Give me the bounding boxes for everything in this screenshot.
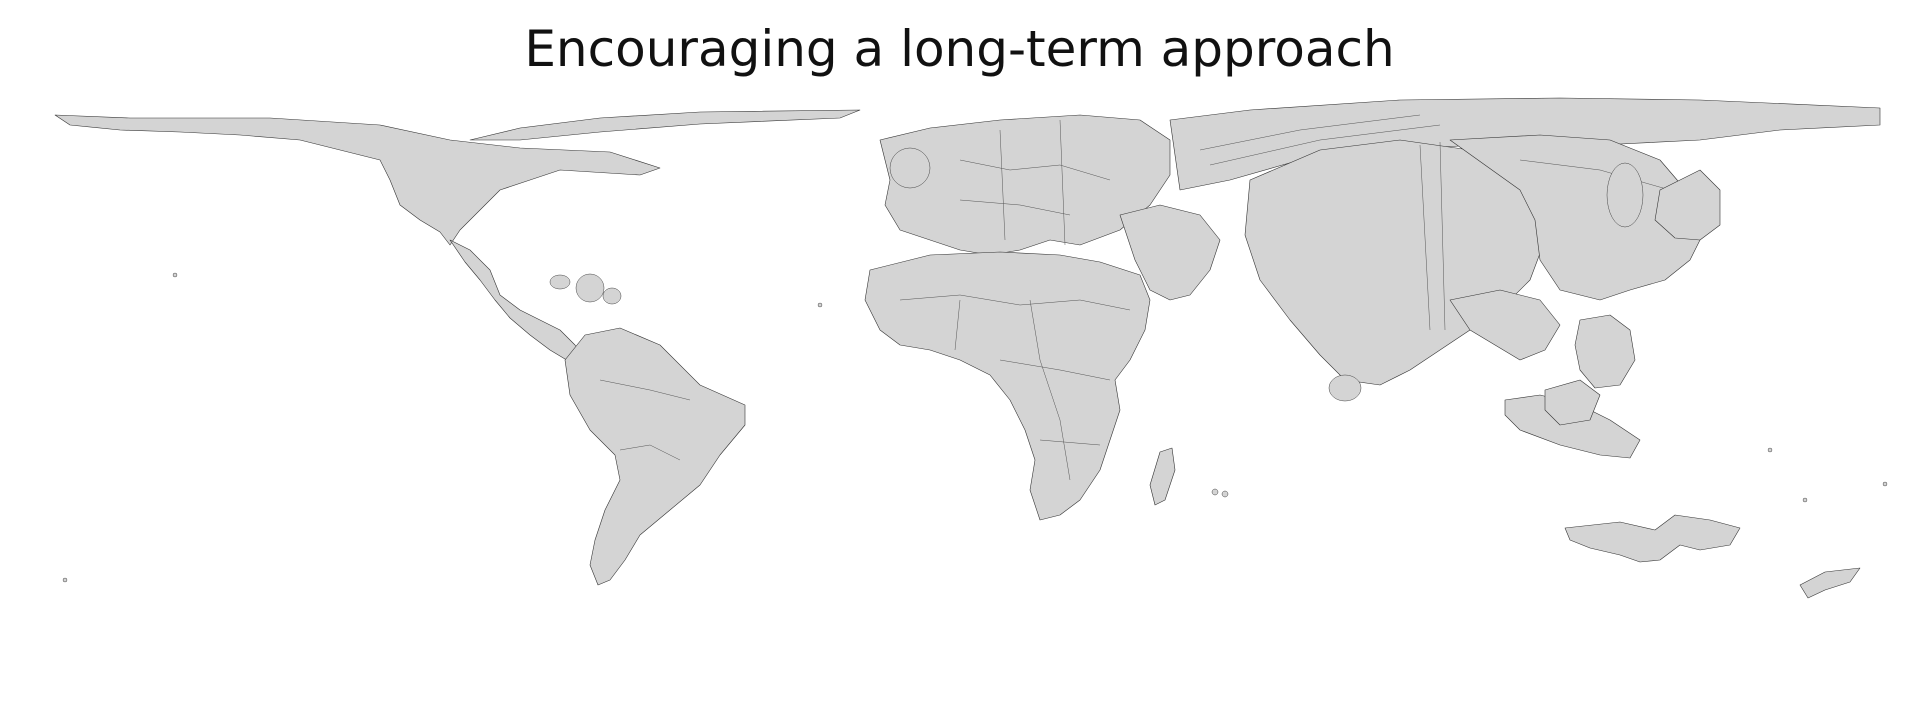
pacific-islet-1 bbox=[1211, 488, 1219, 496]
south-america-border-2 bbox=[619, 444, 681, 461]
caribbean-island-3 bbox=[602, 287, 622, 305]
africa-border-5 bbox=[1039, 439, 1101, 446]
caribbean-island-1 bbox=[549, 274, 571, 290]
pacific-islet-5 bbox=[1767, 447, 1773, 453]
atlantic-islet-2 bbox=[172, 272, 178, 278]
caribbean-island-2 bbox=[575, 273, 605, 303]
pacific-islet-2 bbox=[1221, 490, 1229, 498]
landmass-central-america bbox=[449, 239, 586, 363]
landmass-australia bbox=[1564, 514, 1741, 563]
pacific-islet-3 bbox=[1882, 481, 1888, 487]
india-border-1 bbox=[1419, 144, 1431, 331]
britain-island bbox=[889, 147, 931, 189]
pacific-islet-4 bbox=[1802, 497, 1808, 503]
africa-border-4 bbox=[999, 359, 1111, 381]
landmass-middle-east bbox=[1119, 204, 1221, 301]
pacific-islet-6 bbox=[62, 577, 68, 583]
landmass-borneo bbox=[1544, 379, 1601, 426]
landmass-south-america bbox=[564, 327, 746, 586]
korea-landmass bbox=[1606, 162, 1644, 228]
africa-border-3 bbox=[1029, 299, 1071, 481]
landmass-china bbox=[1449, 134, 1706, 301]
landmass-arctic-strip bbox=[469, 109, 861, 141]
map-title: Encouraging a long-term approach bbox=[524, 20, 1395, 78]
russia-border-1 bbox=[1199, 114, 1421, 151]
landmass-philippines bbox=[1574, 314, 1636, 389]
sri-lanka-island bbox=[1328, 374, 1362, 402]
landmass-japan bbox=[1654, 169, 1721, 241]
landmass-madagascar bbox=[1149, 447, 1176, 506]
africa-border-2 bbox=[954, 299, 961, 351]
landmass-new-zealand bbox=[1799, 567, 1861, 599]
russia-border-2 bbox=[1209, 124, 1441, 166]
africa-border-1 bbox=[899, 294, 1131, 311]
europe-border-1 bbox=[959, 159, 1111, 181]
landmass-southeast-asia bbox=[1449, 289, 1561, 361]
atlantic-islet-1 bbox=[817, 302, 823, 308]
india-border-2 bbox=[1439, 141, 1446, 331]
landmass-europe bbox=[879, 114, 1171, 256]
europe-border-3 bbox=[999, 129, 1006, 241]
landmass-africa bbox=[864, 251, 1151, 521]
south-america-border-1 bbox=[599, 379, 691, 401]
landmass-north-america bbox=[54, 114, 661, 246]
china-border-1 bbox=[1519, 159, 1671, 191]
europe-border-4 bbox=[1059, 119, 1066, 246]
europe-border-2 bbox=[959, 199, 1071, 216]
